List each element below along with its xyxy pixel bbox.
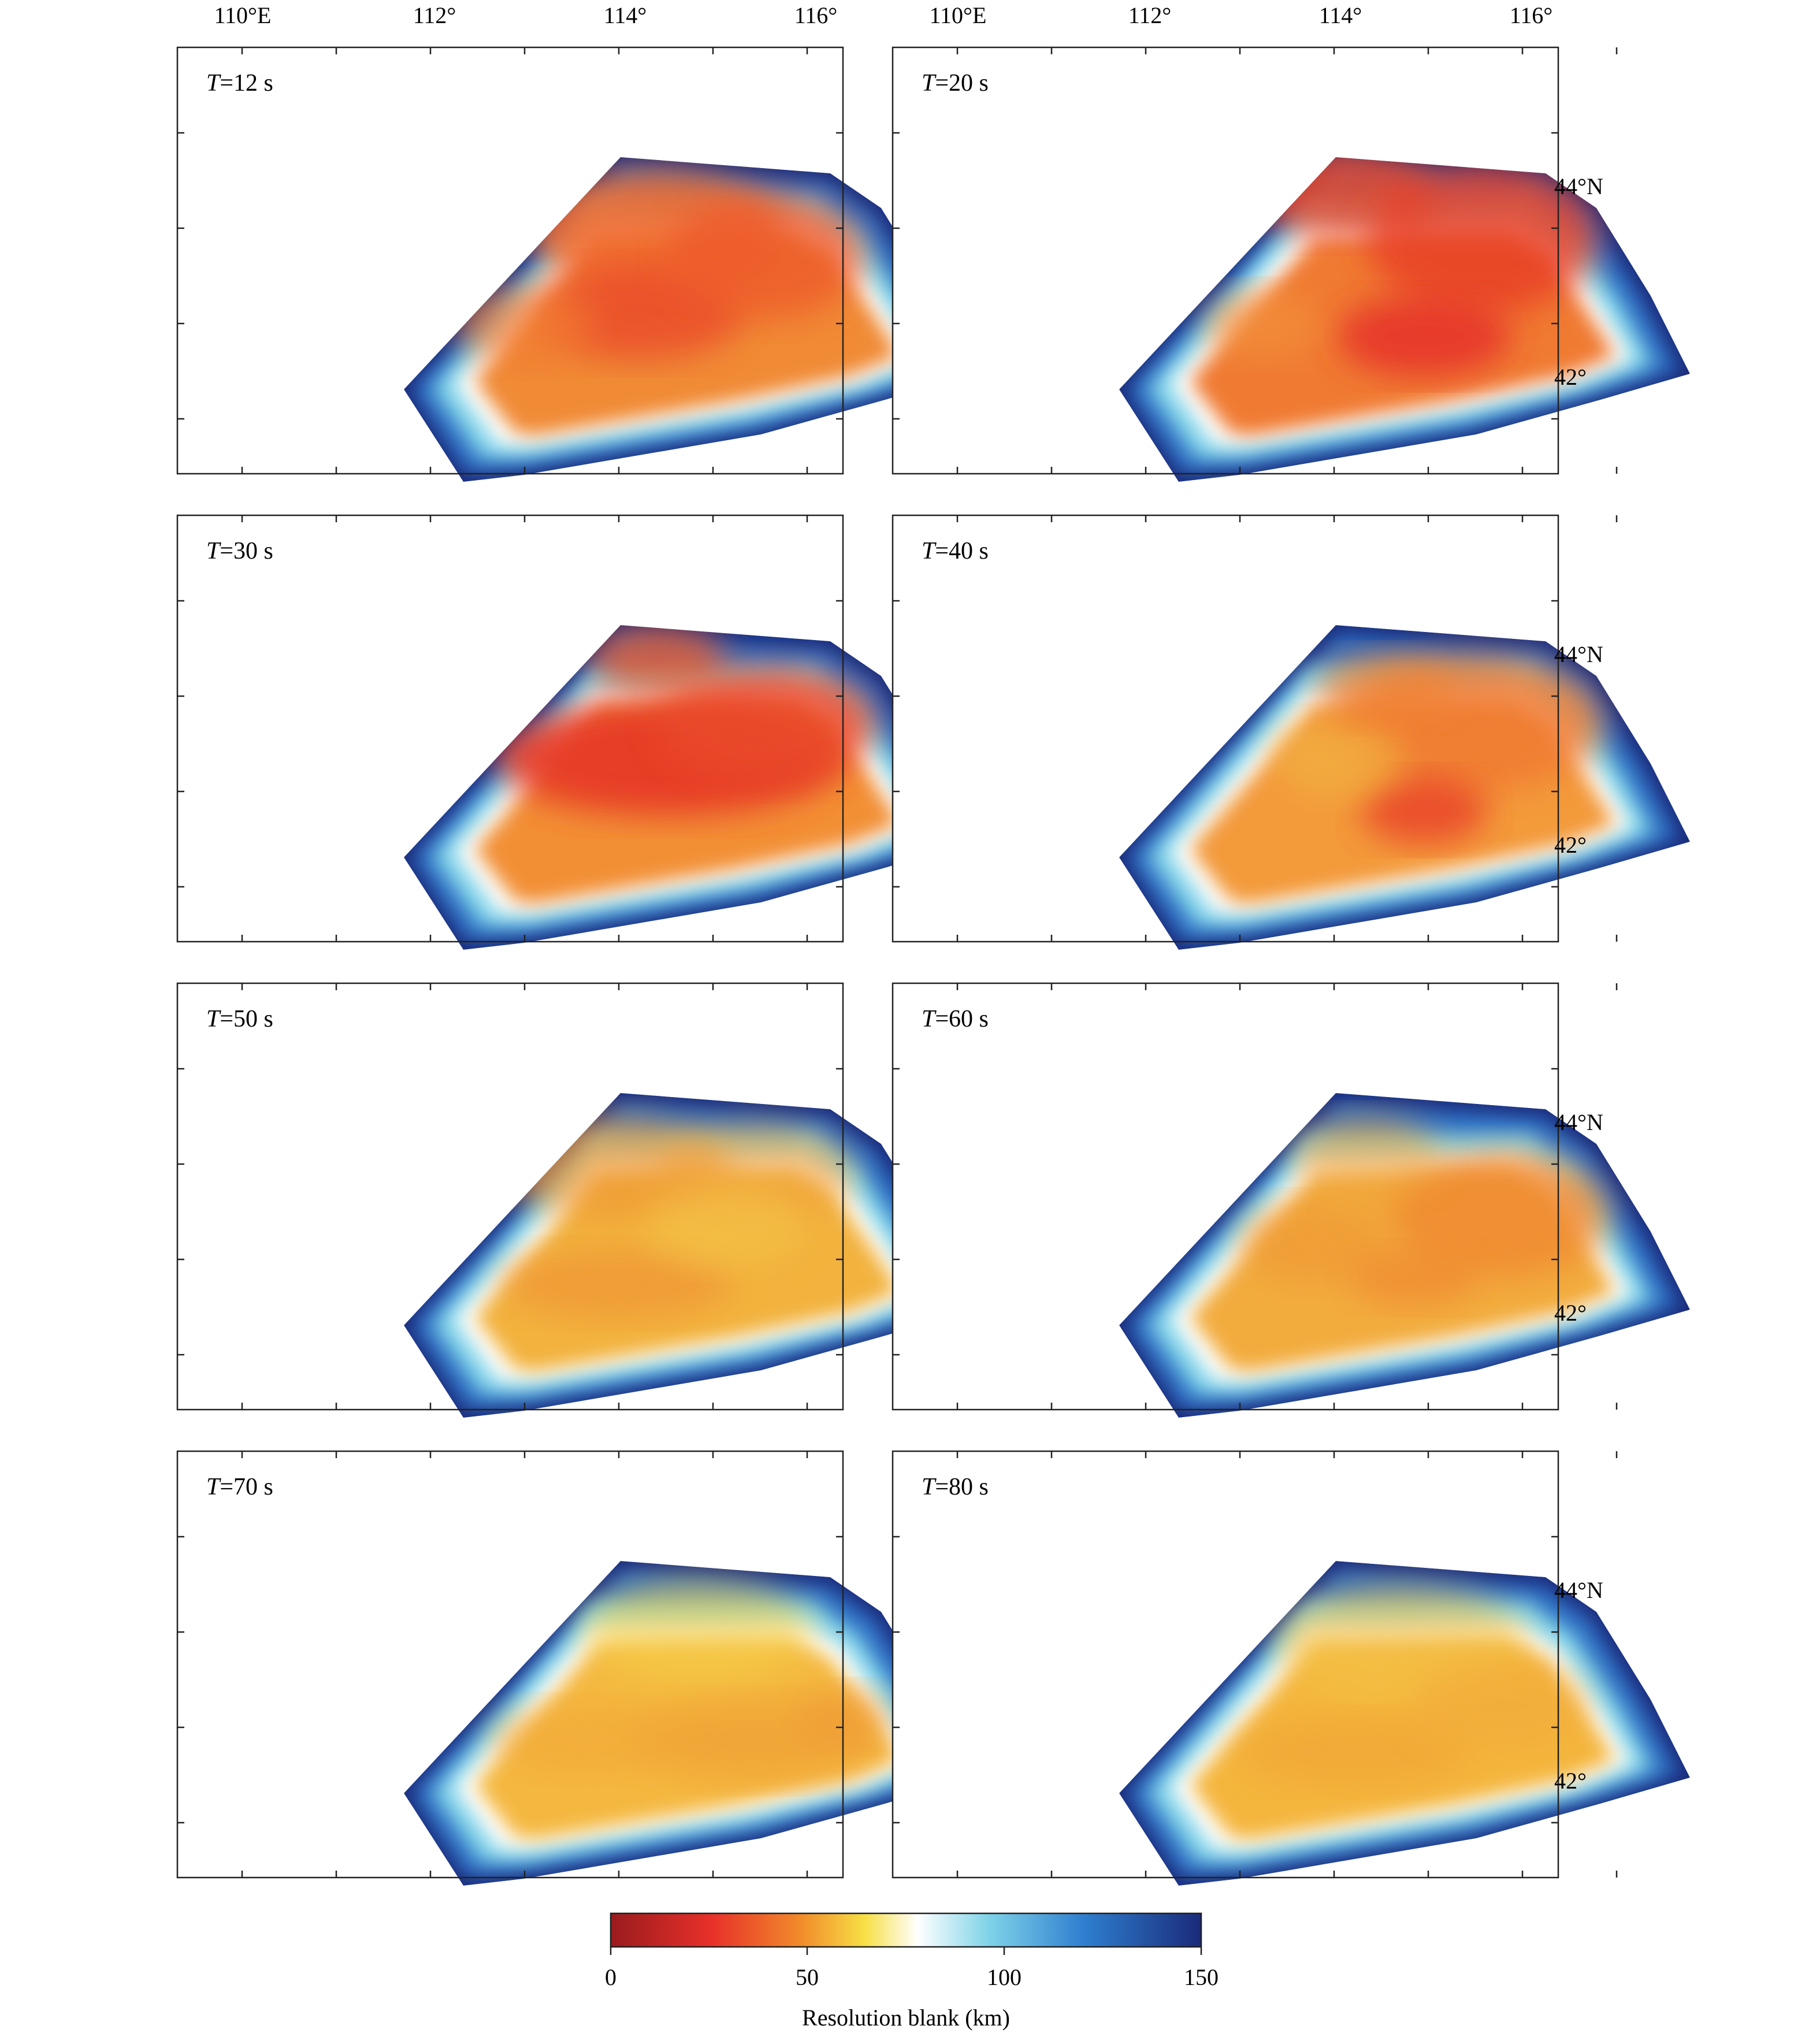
period-symbol: T bbox=[206, 538, 221, 564]
period-label: T=50 s bbox=[206, 1006, 273, 1032]
low-value-spot bbox=[1413, 1659, 1586, 1752]
period-value: =40 s bbox=[935, 538, 989, 564]
lon-label: 116° bbox=[1510, 2, 1553, 28]
top-longitude-labels: 110°E 112° 114° 116° 110°E 112° 114° 116… bbox=[214, 2, 1553, 28]
colorbar-gradient bbox=[610, 1912, 1202, 1948]
lat-label: 42° bbox=[1554, 1300, 1587, 1326]
colorbar-tick-label: 50 bbox=[796, 1964, 819, 1990]
resolution-field bbox=[1119, 625, 1690, 950]
period-value: =20 s bbox=[935, 70, 989, 96]
period-value: =30 s bbox=[220, 538, 273, 564]
lon-label: 114° bbox=[1319, 2, 1362, 28]
lat-label: 42° bbox=[1554, 1768, 1587, 1794]
low-value-spot bbox=[1366, 163, 1598, 313]
period-label: T=80 s bbox=[922, 1474, 989, 1500]
lon-label: 114° bbox=[604, 2, 647, 28]
low-value-spot bbox=[501, 1249, 732, 1318]
low-value-spot bbox=[668, 192, 865, 319]
low-value-spot bbox=[796, 1688, 888, 1746]
low-value-spot bbox=[645, 1185, 807, 1266]
lat-label: 42° bbox=[1554, 832, 1587, 858]
panel-border bbox=[892, 46, 1559, 475]
resolution-field bbox=[404, 1093, 975, 1418]
lon-label: 110°E bbox=[214, 2, 272, 28]
low-value-spot bbox=[1390, 1151, 1609, 1278]
lon-label: 112° bbox=[413, 2, 456, 28]
low-value-spot bbox=[1314, 654, 1453, 723]
right-latitude-labels: 44°N 42° 44°N 42° 44°N 42° 44°N 42° bbox=[1554, 173, 1603, 1794]
lon-label: 116° bbox=[794, 2, 838, 28]
colorbar-ticks bbox=[610, 1947, 1202, 1955]
period-value: =80 s bbox=[935, 1474, 989, 1500]
panel-border bbox=[176, 1450, 844, 1879]
panel-border bbox=[892, 514, 1559, 943]
period-symbol: T bbox=[922, 538, 937, 564]
lon-label: 112° bbox=[1128, 2, 1172, 28]
period-label: T=12 s bbox=[206, 70, 273, 96]
panel-border bbox=[892, 982, 1559, 1411]
low-value-spot bbox=[657, 666, 876, 781]
low-value-spot bbox=[582, 1578, 813, 1682]
low-value-spot bbox=[1239, 1203, 1390, 1284]
period-value: =12 s bbox=[220, 70, 273, 96]
period-symbol: T bbox=[922, 1006, 937, 1032]
map-panel: T=30 s bbox=[176, 514, 975, 950]
period-symbol: T bbox=[206, 1006, 221, 1032]
resolution-field bbox=[1119, 1093, 1690, 1418]
map-panel: T=70 s bbox=[176, 1450, 975, 1886]
low-value-spot bbox=[1338, 296, 1511, 377]
low-value-spot bbox=[489, 1705, 674, 1775]
map-panel: T=50 s bbox=[176, 982, 975, 1418]
period-symbol: T bbox=[922, 70, 937, 96]
period-value: =70 s bbox=[220, 1474, 273, 1500]
period-label: T=20 s bbox=[922, 70, 989, 96]
period-value: =60 s bbox=[935, 1006, 989, 1032]
low-value-spot bbox=[1205, 290, 1320, 359]
low-value-spot bbox=[588, 625, 726, 694]
period-label: T=70 s bbox=[206, 1474, 273, 1500]
map-panel: T=12 s bbox=[176, 46, 975, 482]
colorbar: 0 50 100 150 Resolution blank (km) bbox=[605, 1912, 1219, 2031]
low-value-spot bbox=[455, 284, 593, 365]
map-panel: T=20 s bbox=[892, 46, 1690, 482]
low-value-spot bbox=[1274, 718, 1401, 798]
map-panel: T=60 s bbox=[892, 982, 1690, 1418]
panel-border bbox=[176, 982, 844, 1411]
colorbar-tick-label: 0 bbox=[605, 1964, 616, 1990]
period-label: T=40 s bbox=[922, 538, 989, 564]
panel-border bbox=[176, 514, 844, 943]
lat-label: 44°N bbox=[1554, 173, 1603, 199]
period-symbol: T bbox=[922, 1474, 937, 1500]
lat-label: 44°N bbox=[1554, 1109, 1603, 1135]
period-symbol: T bbox=[206, 1474, 221, 1500]
panel-border bbox=[176, 46, 844, 475]
map-panel: T=40 s bbox=[892, 514, 1690, 950]
period-label: T=30 s bbox=[206, 538, 273, 564]
panel-border bbox=[892, 1450, 1559, 1879]
resolution-field bbox=[404, 625, 975, 950]
lat-label: 44°N bbox=[1554, 1577, 1603, 1603]
low-value-spot bbox=[1361, 775, 1488, 845]
lon-label: 110°E bbox=[930, 2, 987, 28]
resolution-field bbox=[1119, 157, 1690, 482]
resolution-field bbox=[404, 157, 975, 482]
low-value-spot bbox=[1291, 1116, 1442, 1197]
low-value-spot bbox=[1349, 1249, 1476, 1307]
resolution-field bbox=[1119, 1561, 1690, 1886]
colorbar-tick-label: 100 bbox=[987, 1964, 1022, 1990]
lat-label: 42° bbox=[1554, 364, 1587, 390]
colorbar-title: Resolution blank (km) bbox=[802, 2005, 1010, 2031]
low-value-spot bbox=[1239, 1717, 1470, 1786]
period-label: T=60 s bbox=[922, 1006, 989, 1032]
resolution-field bbox=[404, 1561, 975, 1886]
lat-label: 44°N bbox=[1554, 641, 1603, 667]
map-panel: T=80 s bbox=[892, 1450, 1690, 1886]
colorbar-tick-label: 150 bbox=[1184, 1964, 1219, 1990]
period-symbol: T bbox=[206, 70, 221, 96]
period-value: =50 s bbox=[220, 1006, 273, 1032]
